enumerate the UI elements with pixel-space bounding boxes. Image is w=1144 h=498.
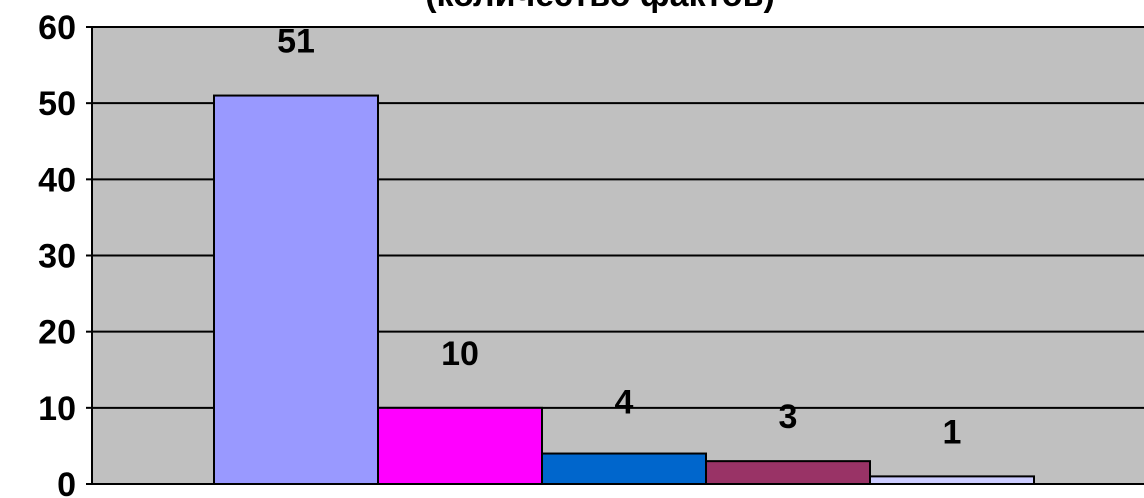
y-tick-label-40: 40 [38,161,76,199]
data-label-3: 4 [615,384,634,422]
bar-2 [377,406,543,486]
bar-1 [213,94,379,486]
data-label-2: 10 [441,335,479,373]
bars [213,94,1035,486]
data-label-5: 1 [943,413,962,451]
bar-3 [541,452,707,485]
y-axis: 0 10 20 30 40 50 60 [38,9,1144,498]
data-label-1: 51 [277,23,315,61]
bar-5 [869,475,1035,485]
y-tick-label-20: 20 [38,314,76,352]
y-tick-label-10: 10 [38,390,76,428]
y-tick-label-0: 0 [57,466,76,498]
y-tick-label-30: 30 [38,238,76,276]
y-tick-label-50: 50 [38,85,76,123]
data-labels: 51 10 4 3 1 [277,23,961,452]
bar-4 [705,460,871,485]
data-label-4: 3 [779,398,798,436]
chart-title: (количество фактов) [425,0,775,14]
y-tick-label-60: 60 [38,9,76,47]
